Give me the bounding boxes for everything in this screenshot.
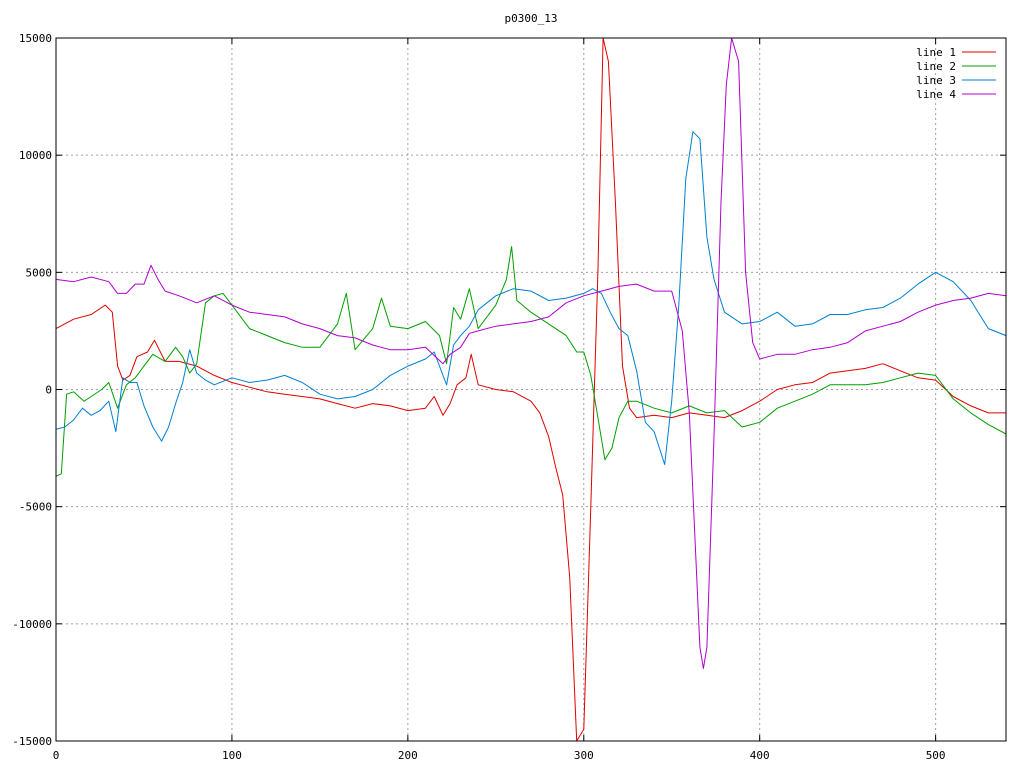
series-line-1	[56, 38, 1006, 741]
x-tick-label: 400	[750, 749, 770, 762]
series-line-4	[56, 38, 1006, 669]
chart-title: p0300_13	[505, 12, 558, 25]
axis-ticks: -15000 -10000 -5000 0 5000 10000 15000 0 100 200 3…	[12, 32, 1006, 762]
series-line-3	[56, 131, 1006, 465]
y-tick-label: 0	[45, 384, 52, 397]
legend-label-1: line 1	[916, 46, 956, 59]
x-tick-label: 200	[398, 749, 418, 762]
x-tick-label: 100	[222, 749, 242, 762]
legend-label-3: line 3	[916, 74, 956, 87]
y-tick-label: -10000	[12, 618, 52, 631]
series-line-2	[56, 246, 1006, 477]
plot-area	[56, 38, 1006, 741]
legend-label-2: line 2	[916, 60, 956, 73]
y-tick-label: -5000	[19, 501, 52, 514]
grid	[56, 38, 1006, 741]
plot-frame	[55, 37, 1007, 742]
y-tick-label: 5000	[26, 266, 53, 279]
x-tick-label: 0	[53, 749, 60, 762]
y-tick-label: -15000	[12, 735, 52, 748]
y-tick-label: 10000	[19, 149, 52, 162]
y-tick-label: 15000	[19, 32, 52, 45]
legend-label-4: line 4	[916, 88, 956, 101]
x-tick-label: 300	[574, 749, 594, 762]
x-tick-label: 500	[926, 749, 946, 762]
